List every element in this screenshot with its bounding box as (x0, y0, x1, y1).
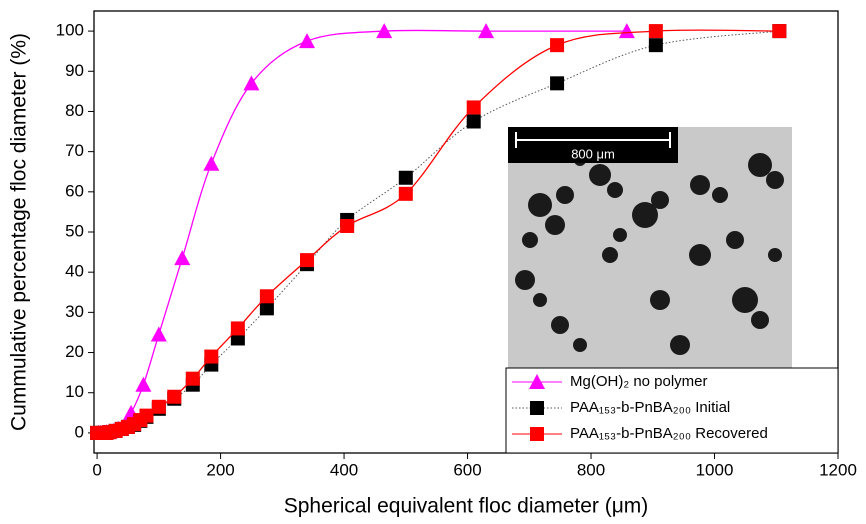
marker (150, 326, 167, 342)
y-tick-label: 100 (56, 21, 84, 40)
y-tick-label: 90 (65, 61, 84, 80)
marker (259, 301, 274, 316)
marker (466, 114, 481, 129)
marker (243, 75, 260, 91)
marker (299, 33, 316, 49)
inset-photo: 800 μm (508, 127, 792, 370)
x-tick-label: 400 (330, 460, 358, 479)
x-tick-label: 800 (577, 460, 605, 479)
y-tick-label: 0 (75, 422, 84, 441)
y-tick-label: 40 (65, 262, 84, 281)
marker (550, 38, 565, 53)
legend: Mg(OH)₂ no polymer PAA₁₅₃-b-PnBA₂₀₀ Initi… (505, 367, 839, 454)
marker (550, 76, 565, 91)
marker (376, 23, 393, 39)
y-tick-label: 70 (65, 141, 84, 160)
y-axis-label: Cummulative percentage floc diameter (%) (8, 33, 31, 431)
marker (530, 427, 544, 441)
legend-label: Mg(OH)₂ no polymer (570, 373, 708, 390)
legend-label: PAA₁₅₃-b-PnBA₂₀₀ Recovered (570, 425, 768, 442)
marker (300, 253, 315, 268)
marker (529, 374, 545, 389)
y-tick-label: 10 (65, 382, 84, 401)
marker (185, 371, 200, 386)
marker (174, 250, 191, 266)
x-tick-label: 600 (453, 460, 481, 479)
marker (167, 389, 182, 404)
marker (478, 23, 495, 39)
x-tick-label: 1200 (819, 460, 857, 479)
marker (139, 408, 154, 423)
marker (648, 24, 663, 39)
marker (618, 23, 635, 39)
x-tick-label: 1000 (696, 460, 734, 479)
x-tick-label: 200 (206, 460, 234, 479)
marker (204, 349, 219, 364)
marker (772, 24, 787, 39)
scale-label: 800 μm (571, 146, 615, 161)
marker (648, 38, 663, 53)
legend-label: PAA₁₅₃-b-PnBA₂₀₀ Initial (570, 399, 730, 416)
y-tick-label: 60 (65, 181, 84, 200)
y-tick-label: 50 (65, 221, 84, 240)
y-tick-label: 20 (65, 342, 84, 361)
x-axis-label: Spherical equivalent floc diameter (μm) (284, 495, 649, 518)
marker (135, 376, 152, 392)
marker (398, 170, 413, 185)
marker (203, 155, 220, 171)
marker (398, 186, 413, 201)
y-tick-label: 80 (65, 101, 84, 120)
marker (530, 401, 544, 415)
marker (151, 399, 166, 414)
x-tick-label: 0 (92, 460, 101, 479)
marker (259, 289, 274, 304)
marker (230, 321, 245, 336)
marker (466, 100, 481, 115)
y-tick-label: 30 (65, 302, 84, 321)
marker (340, 218, 355, 233)
